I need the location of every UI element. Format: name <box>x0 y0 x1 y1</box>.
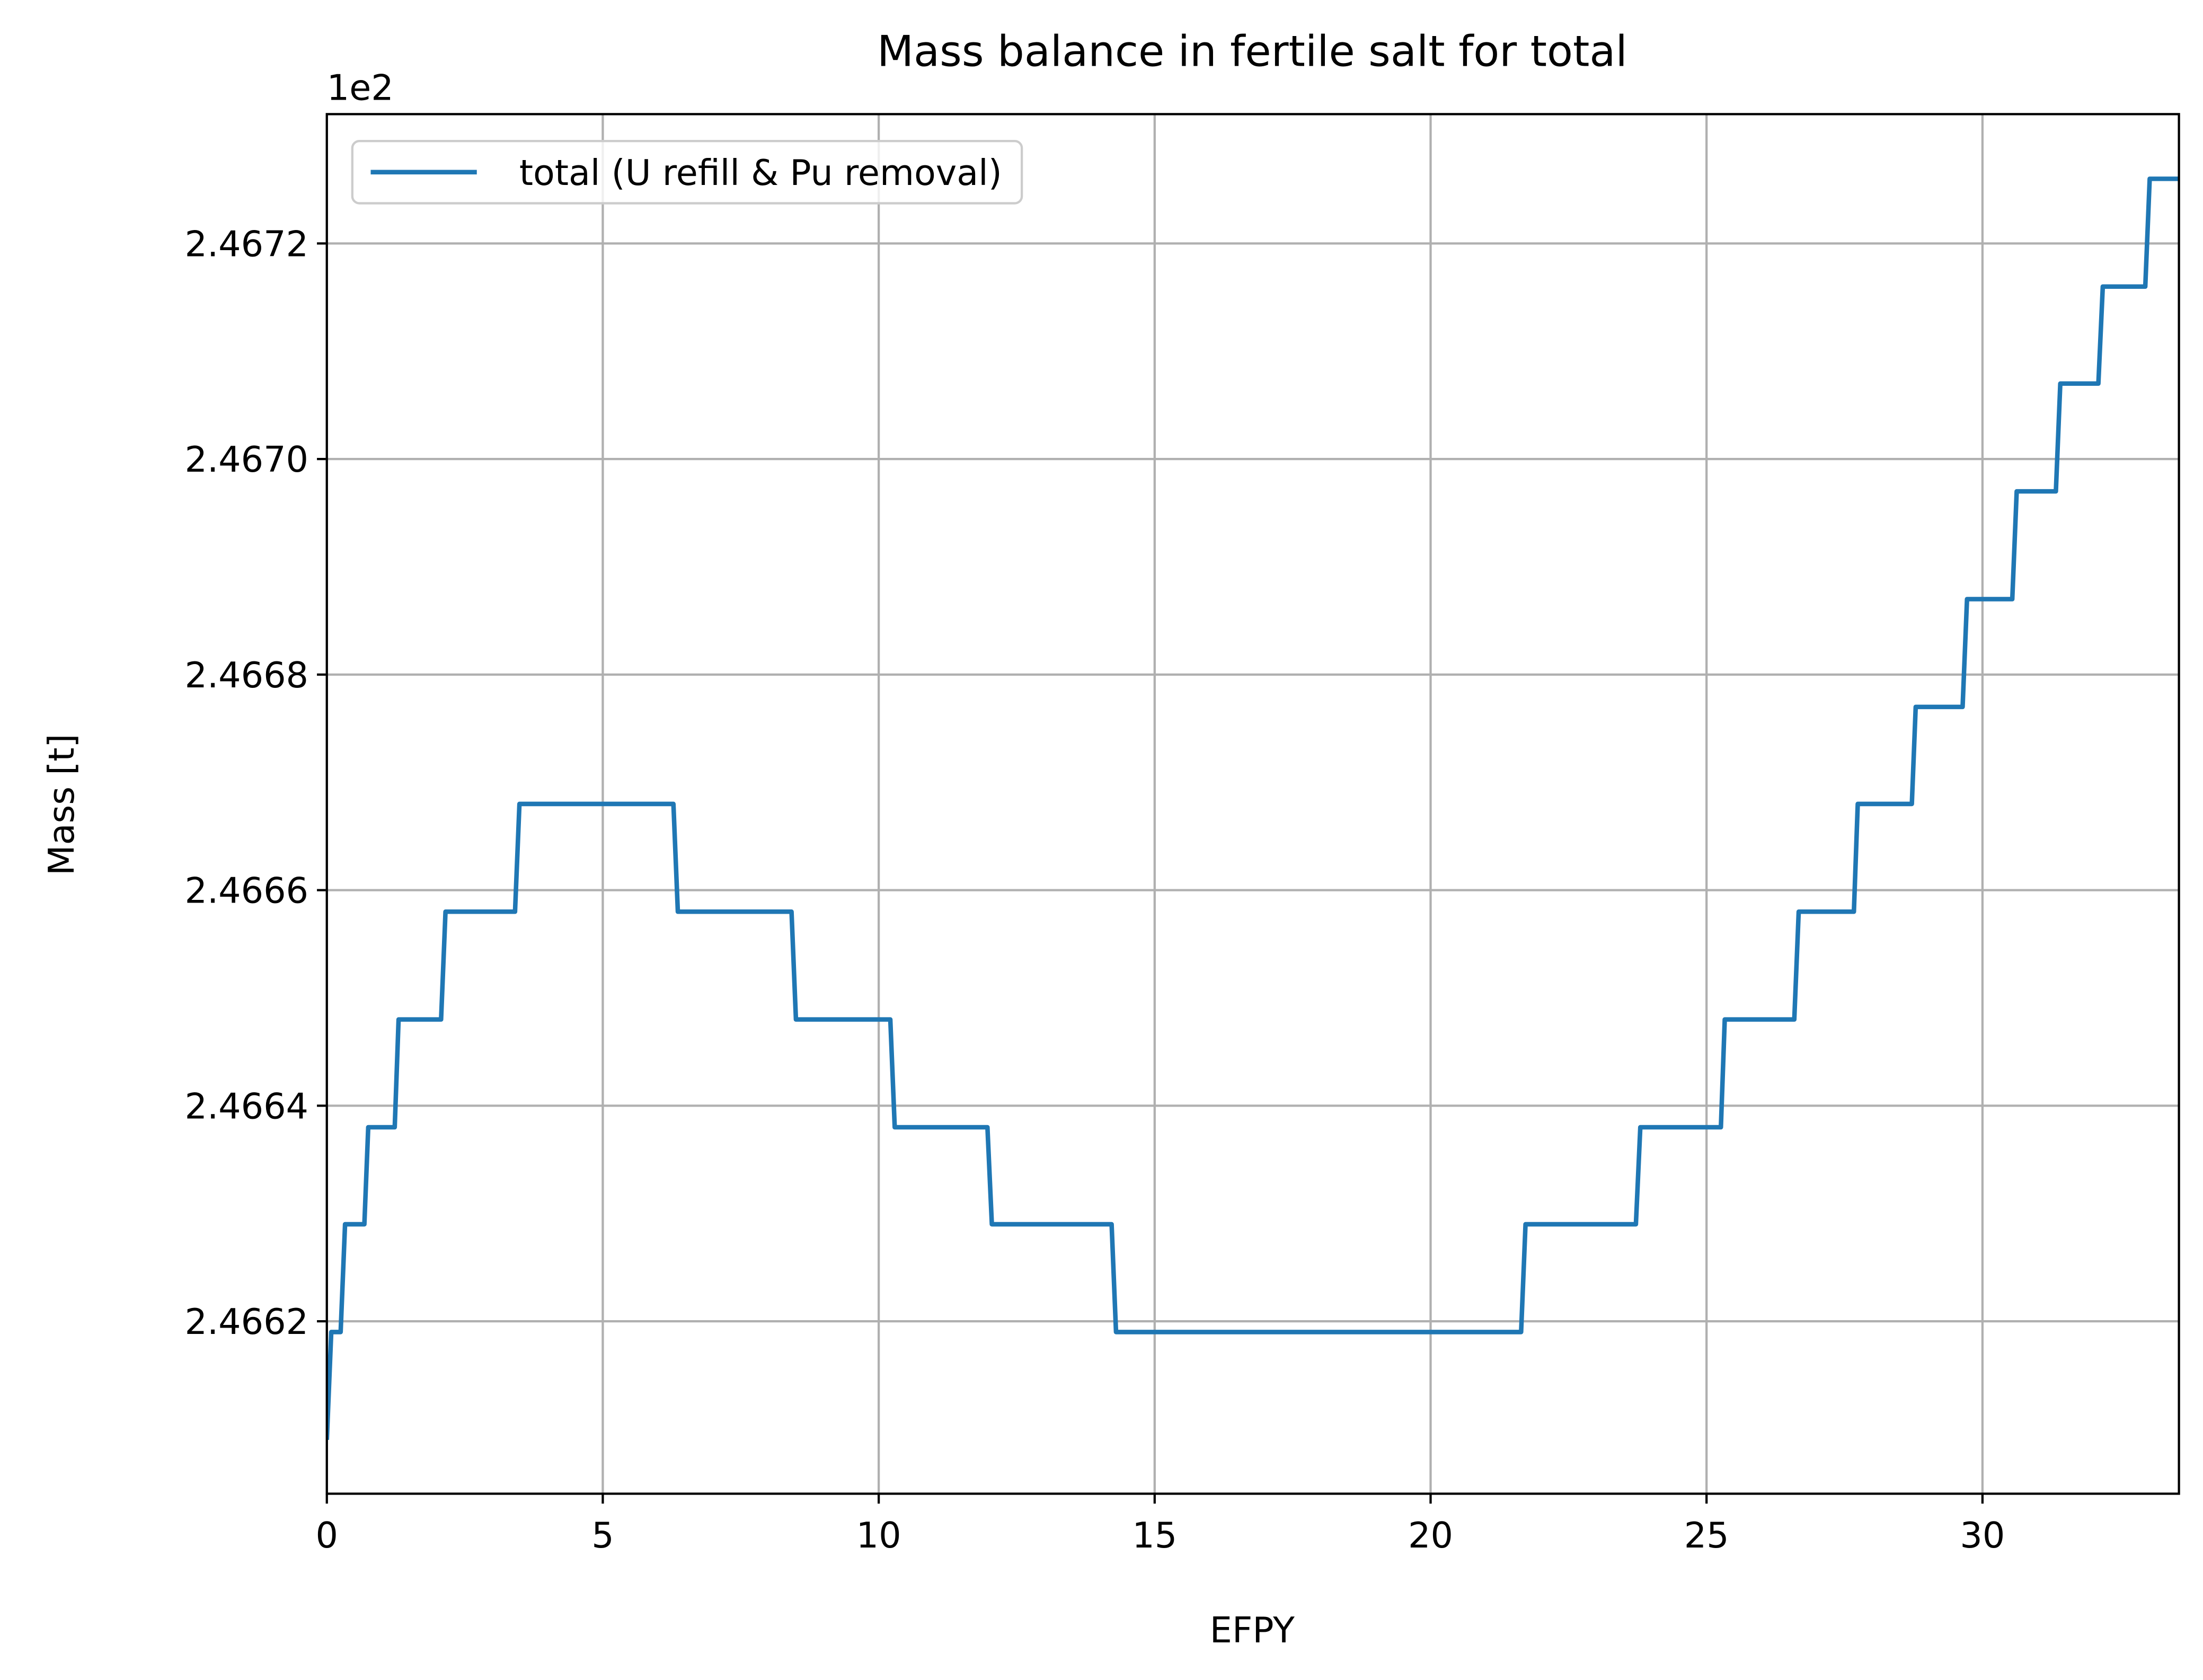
x-tick-label: 10 <box>856 1515 901 1556</box>
chart-title: Mass balance in fertile salt for total <box>877 27 1627 76</box>
y-tick-label: 2.4666 <box>185 870 309 912</box>
plot-frame <box>325 113 2180 1495</box>
y-tick-label: 2.4662 <box>185 1301 309 1342</box>
y-axis-label: Mass [t] <box>41 734 82 876</box>
x-tick-label: 15 <box>1132 1515 1177 1556</box>
x-axis-label: EFPY <box>1210 1610 1295 1651</box>
x-tick-label: 20 <box>1408 1515 1453 1556</box>
x-tick-label: 0 <box>316 1515 338 1556</box>
data-line <box>326 176 2179 1440</box>
y-tick-label: 2.4670 <box>185 439 309 480</box>
x-tick-label: 30 <box>1960 1515 2005 1556</box>
y-tick-label: 2.4672 <box>185 223 309 264</box>
legend-label: total (U refill & Pu removal) <box>519 152 1002 193</box>
x-tick-label: 25 <box>1684 1515 1729 1556</box>
y-offset-label: 1e2 <box>327 67 394 109</box>
y-tick-label: 2.4668 <box>185 655 309 696</box>
y-tick-label: 2.4664 <box>185 1085 309 1127</box>
legend <box>351 139 1023 205</box>
x-tick-label: 5 <box>591 1515 614 1556</box>
